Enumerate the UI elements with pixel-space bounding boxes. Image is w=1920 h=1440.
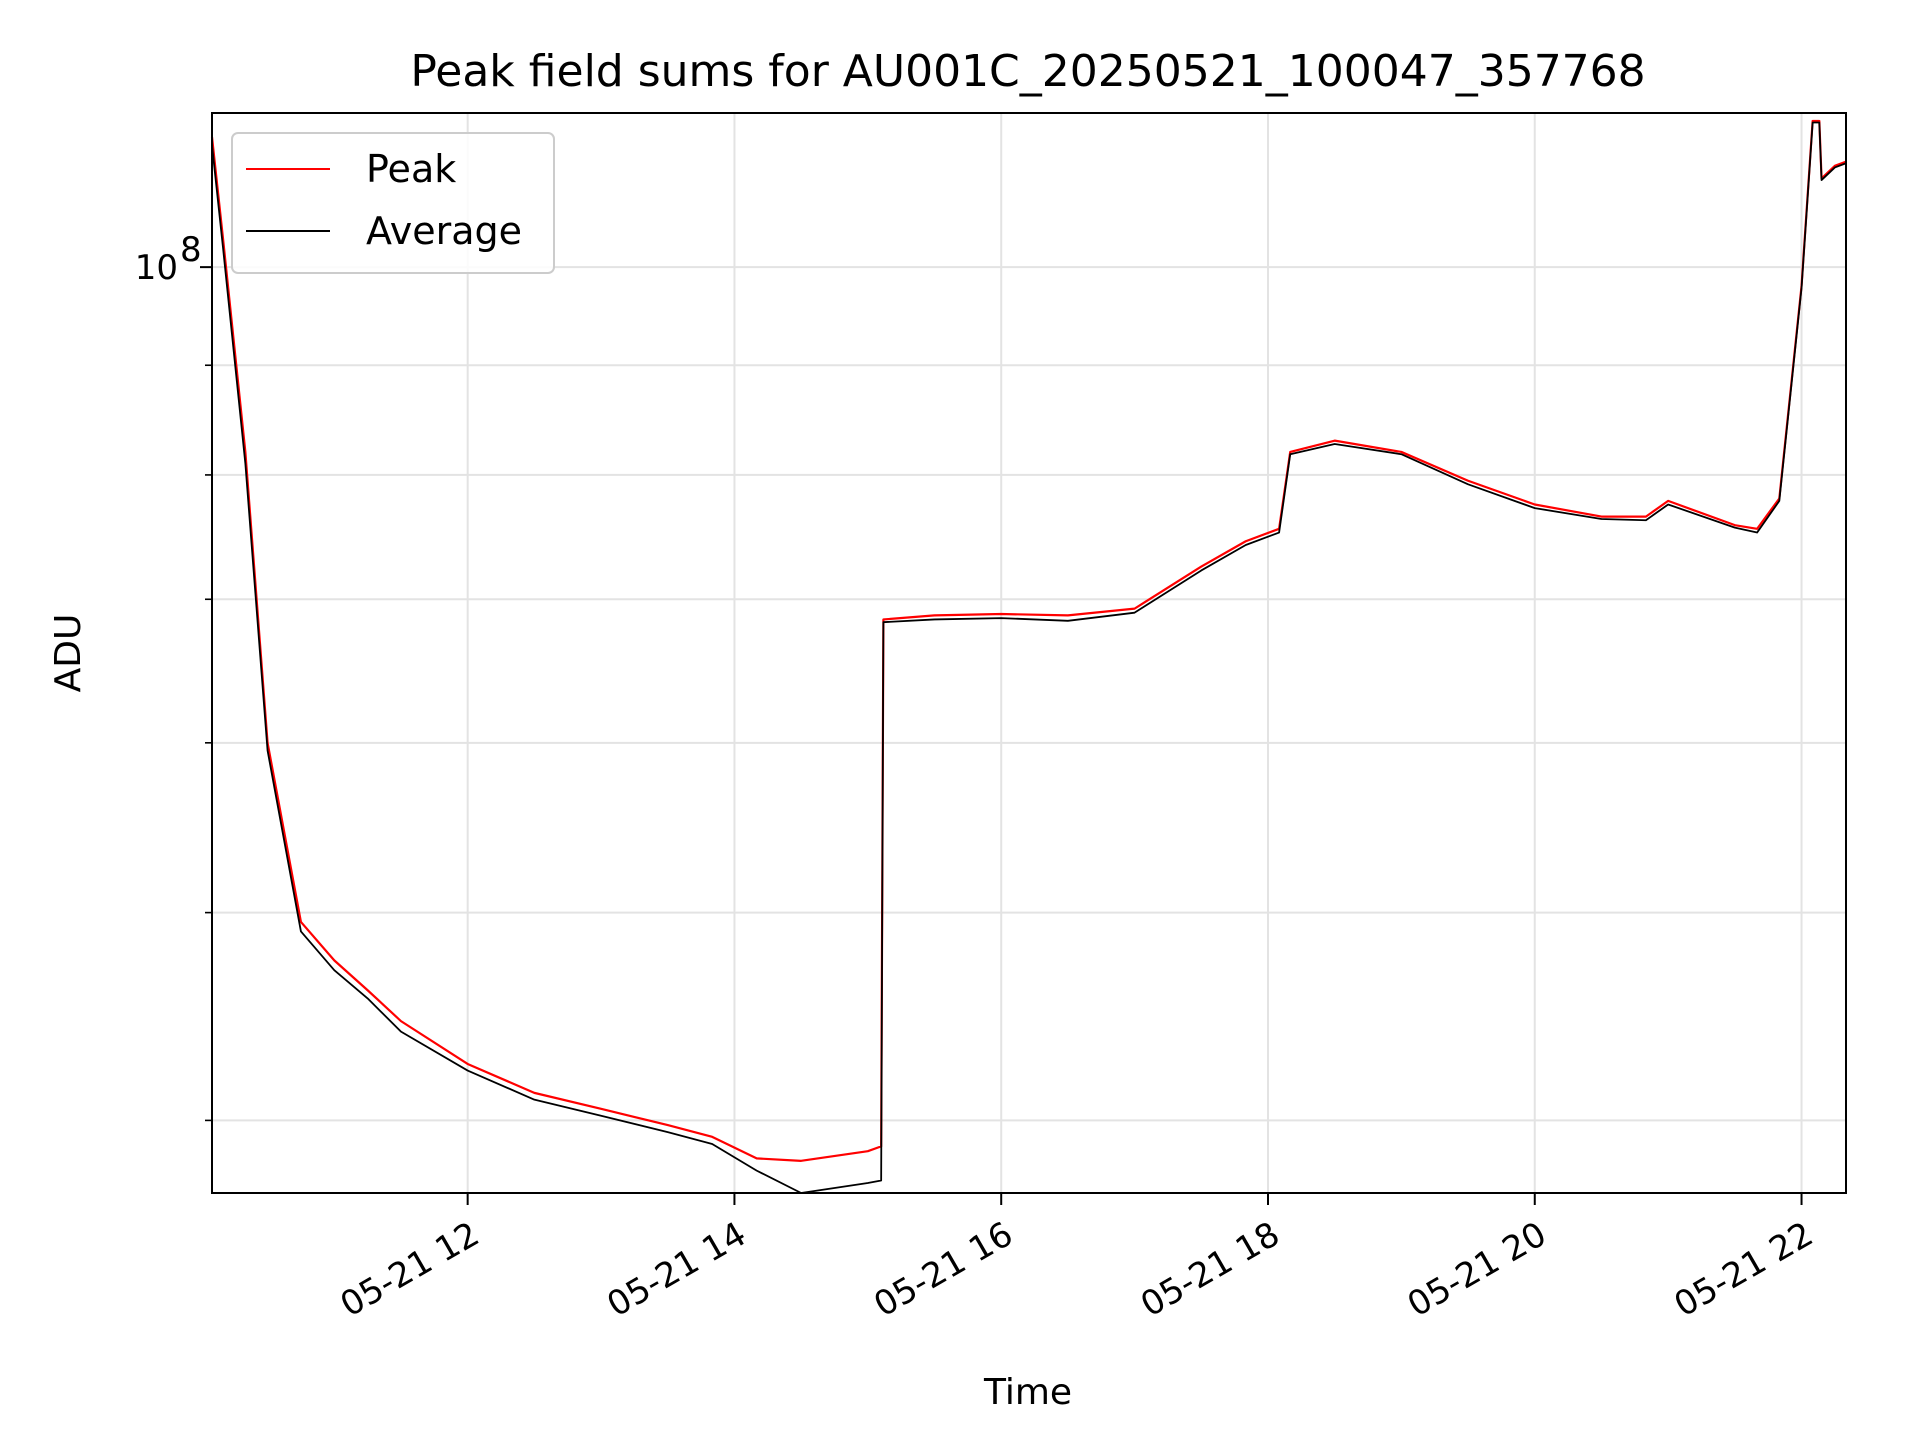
x-axis-label: Time: [983, 1372, 1072, 1413]
y-tick-label-base: 10: [135, 248, 178, 288]
legend-label-average: Average: [366, 209, 522, 253]
series-line-average: [211, 121, 1847, 1194]
series-line-peak: [210, 119, 1847, 1162]
series-lines: [210, 119, 1847, 1194]
plot-frame: [211, 112, 1847, 1194]
legend: Peak Average: [231, 132, 555, 274]
legend-label-peak: Peak: [366, 147, 456, 191]
y-tick-label: 10: [135, 248, 178, 288]
y-tick-label-exponent: 8: [180, 230, 202, 270]
y-axis-label: ADU: [48, 614, 89, 693]
grid: [212, 113, 1846, 1193]
chart-title: Peak field sums for AU001C_20250521_1000…: [410, 46, 1645, 97]
